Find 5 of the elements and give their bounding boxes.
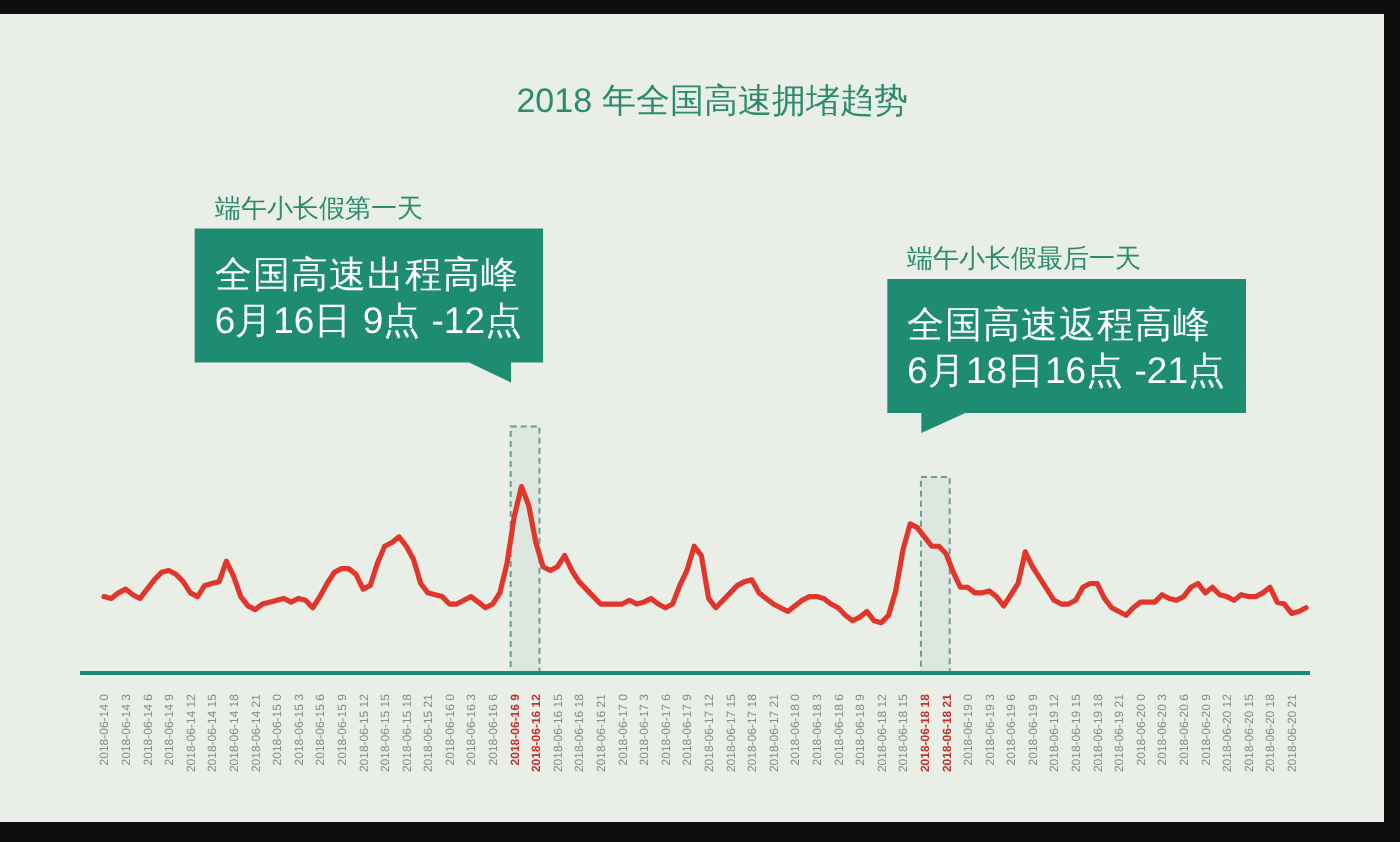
chart-title: 2018 年全国高速拥堵趋势 [516,82,908,120]
text: 全国高速返程高峰 6月18日16点 -21点 [907,302,1226,391]
text: 端午小长假最后一天 [907,242,1142,273]
text: 端午小长假第一天 [214,192,423,223]
text: 全国高速出程高峰 6月16日 9点 -12点 [214,252,524,341]
